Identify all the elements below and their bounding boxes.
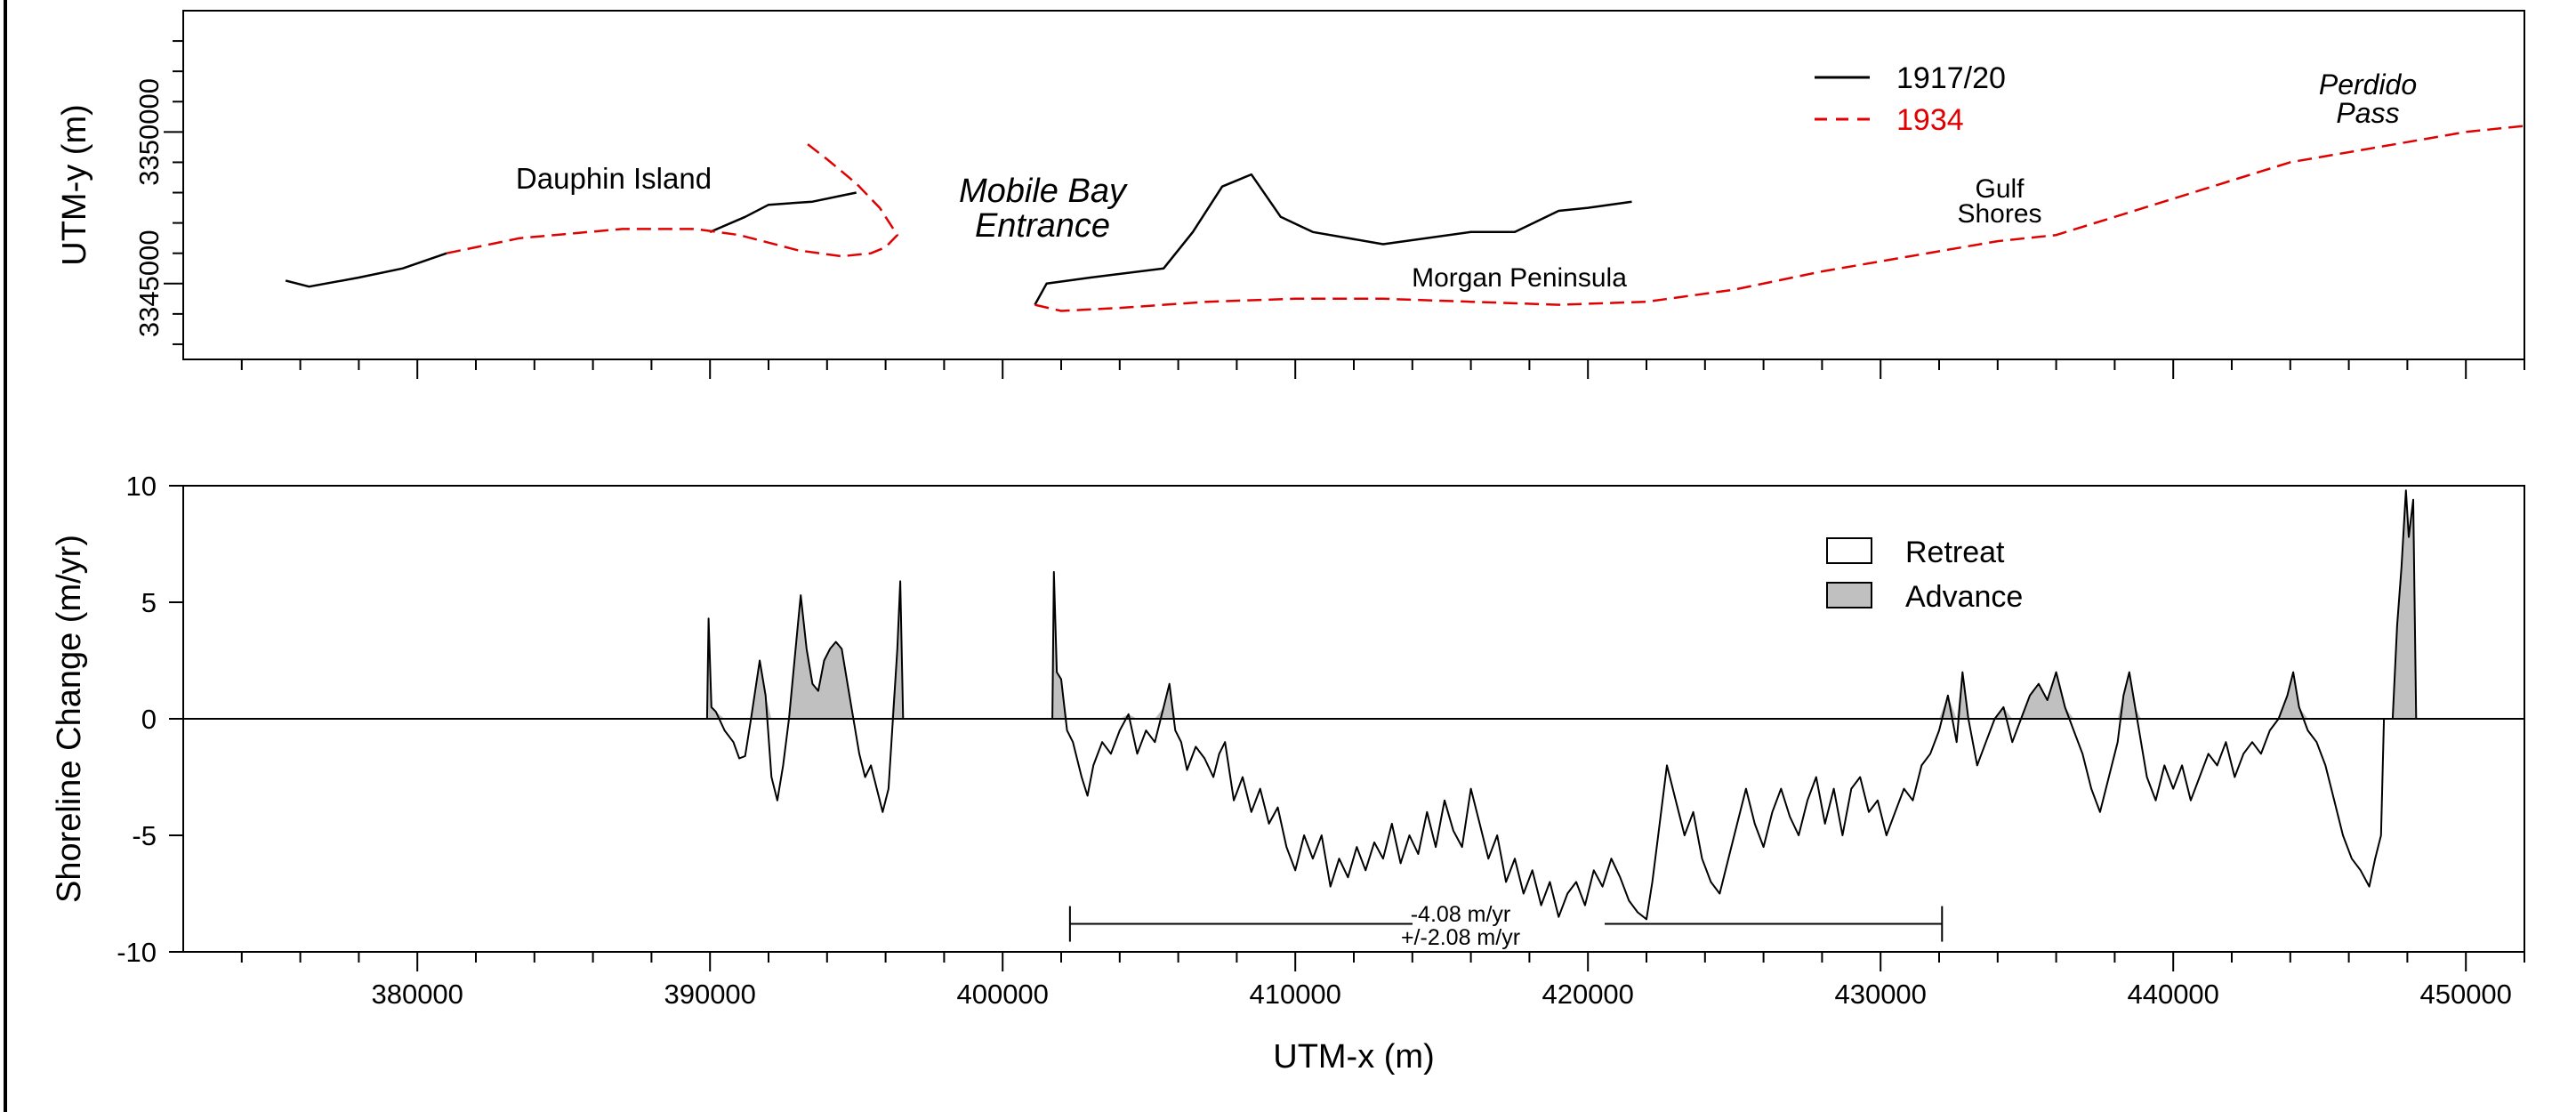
x-tick-label: 430000: [1834, 979, 1926, 1010]
bottom-y-tick-label: 0: [141, 704, 157, 735]
shoreline-1917-20-line: [1034, 173, 1632, 306]
bottom-legend: Retreat Advance: [1826, 536, 2023, 614]
top-legend: 1917/20 1934: [1815, 61, 2006, 137]
x-tick-label: 400000: [956, 979, 1048, 1010]
legend-label-retreat: Retreat: [1905, 536, 2005, 569]
top-y-axis-label: UTM-y (m): [56, 104, 93, 265]
label-mobile-bay: Mobile Bay: [959, 173, 1128, 210]
legend-swatch-retreat: [1826, 537, 1872, 564]
shoreline-change-line: [705, 580, 905, 813]
legend-label-1934: 1934: [1896, 103, 1964, 137]
x-tick-label: 450000: [2419, 979, 2511, 1010]
x-tick-label: 390000: [664, 979, 755, 1010]
label-perdido: Perdido: [2319, 68, 2417, 101]
advance-area: [706, 581, 904, 719]
mean-rate-uncertainty-label: +/-2.08 m/yr: [1401, 925, 1520, 950]
label-gulf: Gulf: [1975, 174, 2025, 204]
label-shores: Shores: [1957, 199, 2041, 229]
bottom-y-tick-label: -5: [132, 820, 157, 851]
top-x-axis: [240, 359, 2525, 379]
mean-rate-bracket: [1068, 906, 1944, 942]
shoreline-position-panel: 3345000 3350000 UTM-y (m) 1917/20 1934 Da…: [56, 10, 2525, 379]
x-tick-label: 440000: [2127, 979, 2218, 1010]
x-tick-label: 420000: [1542, 979, 1633, 1010]
shoreline-lines: [285, 125, 2525, 312]
x-tick-label: 410000: [1249, 979, 1340, 1010]
top-y-tick-label: 3350000: [133, 78, 165, 186]
label-morgan-peninsula: Morgan Peninsula: [1412, 263, 1627, 293]
top-y-tick-label: 3345000: [133, 230, 165, 337]
shoreline-1917-20-line: [709, 191, 857, 233]
shoreline-change-line: [2391, 489, 2418, 720]
mean-rate-label: -4.08 m/yr: [1411, 902, 1511, 927]
shoreline-1917-20-line: [285, 252, 447, 288]
x-tick-label: 380000: [371, 979, 463, 1010]
legend-label-1917: 1917/20: [1896, 61, 2006, 95]
bottom-y-axis: -10 -5 0 5 10: [117, 471, 183, 968]
x-axis-label: UTM-x (m): [1273, 1038, 1434, 1076]
bottom-x-axis: 380000 390000 400000 410000 420000 430000 4400…: [240, 952, 2525, 1010]
advance-area: [2392, 490, 2417, 719]
bottom-y-tick-label: 5: [141, 587, 157, 618]
label-pass: Pass: [2336, 97, 2399, 129]
label-entrance: Entrance: [975, 207, 1110, 245]
legend-label-advance: Advance: [1905, 580, 2023, 614]
shoreline-change-line: [1051, 570, 2386, 921]
change-fills: [706, 490, 2417, 719]
top-y-axis: 3345000 3350000: [133, 40, 183, 345]
bottom-y-axis-label: Shoreline Change (m/yr): [51, 535, 88, 903]
bottom-y-tick-label: -10: [117, 937, 157, 968]
shoreline-change-panel: -10 -5 0 5 10 380000 390000 400000 410000 420000…: [51, 471, 2525, 1076]
label-dauphin-island: Dauphin Island: [516, 162, 712, 195]
change-lines: [705, 489, 2418, 921]
legend-swatch-advance: [1826, 582, 1872, 608]
bottom-y-tick-label: 10: [126, 471, 157, 502]
shoreline-1934-line: [446, 140, 899, 258]
